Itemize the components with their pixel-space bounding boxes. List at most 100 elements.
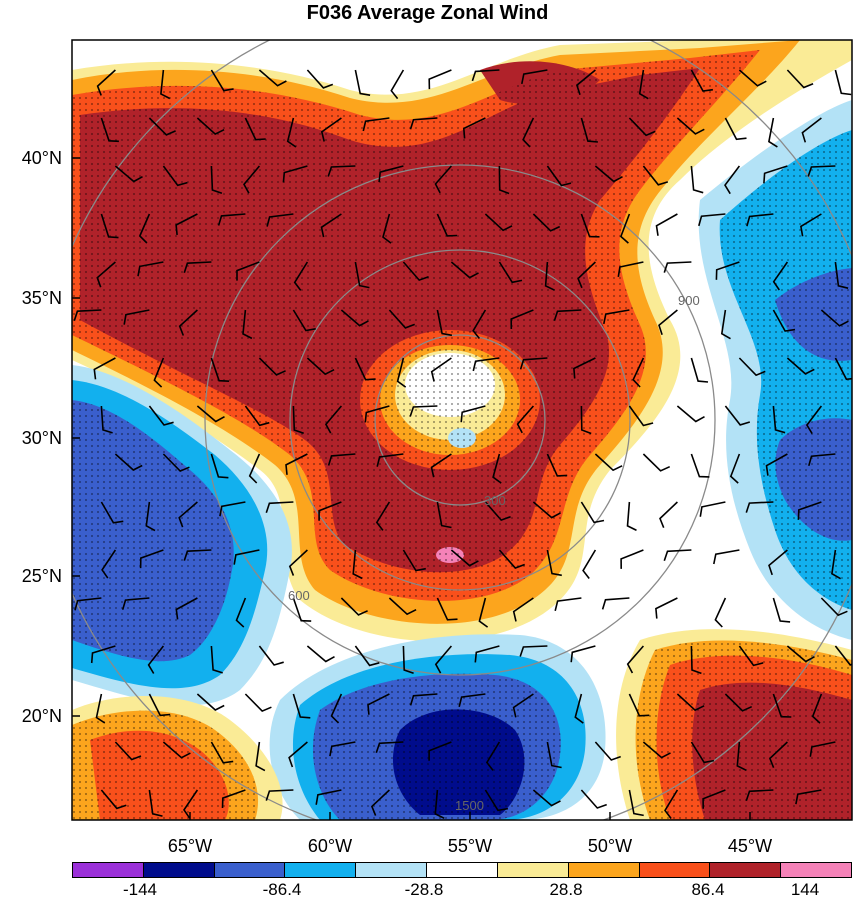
wind-barb bbox=[436, 213, 458, 237]
wind-barb bbox=[93, 357, 116, 380]
wind-barb bbox=[724, 693, 753, 712]
wind-barb bbox=[834, 69, 852, 96]
wind-barb bbox=[714, 597, 727, 628]
wind-barb bbox=[217, 213, 246, 226]
wind-barb bbox=[233, 549, 260, 565]
wind-barb bbox=[573, 357, 596, 379]
wind-barb bbox=[236, 261, 260, 281]
wind-barb bbox=[145, 501, 156, 532]
wind-barb bbox=[183, 549, 212, 561]
ring-label-1500: 1500 bbox=[455, 798, 484, 813]
wind-barb bbox=[715, 261, 740, 280]
wind-barb bbox=[402, 645, 414, 675]
wind-barb bbox=[594, 741, 621, 761]
wind-barb bbox=[676, 693, 705, 712]
wind-barb bbox=[690, 357, 709, 383]
wind-barb bbox=[450, 549, 479, 567]
wind-barb bbox=[720, 309, 731, 340]
wind-barb bbox=[736, 741, 747, 772]
wind-barb bbox=[196, 117, 225, 136]
wind-barb bbox=[210, 165, 223, 194]
wind-barb bbox=[219, 501, 246, 517]
wind-barb bbox=[516, 405, 535, 434]
wind-barb bbox=[324, 405, 343, 434]
wind-barb bbox=[628, 117, 656, 137]
wind-barb bbox=[434, 165, 452, 194]
wind-barb bbox=[786, 645, 815, 663]
wind-barb bbox=[139, 549, 164, 569]
wind-barb bbox=[472, 309, 487, 339]
wind-barb bbox=[248, 453, 261, 484]
stippling bbox=[72, 50, 852, 820]
wind-barb bbox=[724, 165, 741, 195]
wind-barb bbox=[834, 357, 852, 381]
wind-barb bbox=[436, 309, 453, 337]
wind-barb bbox=[265, 501, 294, 514]
wind-barb bbox=[510, 309, 534, 330]
wind-barb bbox=[484, 501, 511, 522]
wind-barb bbox=[702, 789, 726, 809]
wind-barb bbox=[288, 741, 308, 768]
colorbar-swatch bbox=[710, 863, 782, 877]
lon-label-65w: 65°W bbox=[167, 836, 213, 856]
lat-label-25n: 25°N bbox=[21, 566, 62, 586]
wind-barb bbox=[402, 261, 429, 282]
wind-barb bbox=[367, 693, 390, 715]
lat-label-30n: 30°N bbox=[21, 428, 62, 448]
wind-barb bbox=[288, 549, 308, 576]
wind-barb bbox=[574, 693, 584, 724]
wind-barb bbox=[699, 501, 726, 517]
wind-barb bbox=[210, 453, 229, 479]
wind-barb bbox=[795, 789, 822, 805]
wind-barb bbox=[123, 309, 150, 325]
wind-barb bbox=[546, 741, 562, 769]
wind-barb bbox=[266, 213, 294, 227]
wind-barb bbox=[388, 309, 415, 329]
wind-barb bbox=[96, 69, 116, 96]
colorbar-label: -86.4 bbox=[262, 880, 302, 899]
lat-label-20n: 20°N bbox=[21, 706, 62, 726]
colorbar-swatch bbox=[356, 863, 428, 877]
range-ring-900 bbox=[204, 164, 716, 676]
wind-barb bbox=[690, 741, 715, 764]
wind-barb bbox=[114, 165, 143, 183]
wind-barb bbox=[244, 117, 266, 141]
wind-barb bbox=[318, 501, 342, 521]
wind-barb bbox=[364, 405, 390, 423]
wind-barb bbox=[428, 69, 452, 90]
wind-barb bbox=[148, 789, 163, 817]
wind-barb bbox=[96, 261, 116, 288]
wind-barb bbox=[327, 453, 356, 466]
map-title: F036 Average Zonal Wind bbox=[306, 2, 549, 24]
wind-barb bbox=[100, 405, 113, 434]
wind-barb bbox=[745, 501, 774, 513]
wind-barb bbox=[632, 357, 645, 388]
wind-barb bbox=[175, 597, 198, 620]
wind-barb bbox=[378, 165, 404, 183]
ring-label-600: 600 bbox=[288, 588, 310, 603]
wind-barb bbox=[577, 261, 596, 289]
wind-barb bbox=[676, 117, 705, 135]
wind-barb bbox=[258, 69, 287, 87]
wind-barb bbox=[210, 357, 230, 382]
wind-barb bbox=[546, 165, 572, 187]
wind-barb bbox=[462, 117, 486, 139]
wind-barb bbox=[768, 549, 788, 576]
wind-barb bbox=[642, 453, 671, 472]
wind-barb bbox=[786, 357, 815, 375]
wind-barb bbox=[148, 405, 174, 426]
wind-barb bbox=[90, 645, 116, 664]
wind-barb bbox=[210, 69, 234, 92]
wind-barb bbox=[327, 165, 356, 177]
wind-barb bbox=[434, 789, 445, 820]
wind-barb bbox=[376, 453, 404, 467]
wind-barb bbox=[729, 453, 741, 484]
wind-barb bbox=[724, 117, 747, 141]
wind-barb bbox=[575, 69, 596, 95]
wind-barb bbox=[306, 357, 335, 376]
wind-barb bbox=[153, 357, 165, 388]
colorbar bbox=[72, 862, 852, 878]
wind-barbs bbox=[73, 69, 852, 820]
wind-barb bbox=[320, 213, 342, 238]
